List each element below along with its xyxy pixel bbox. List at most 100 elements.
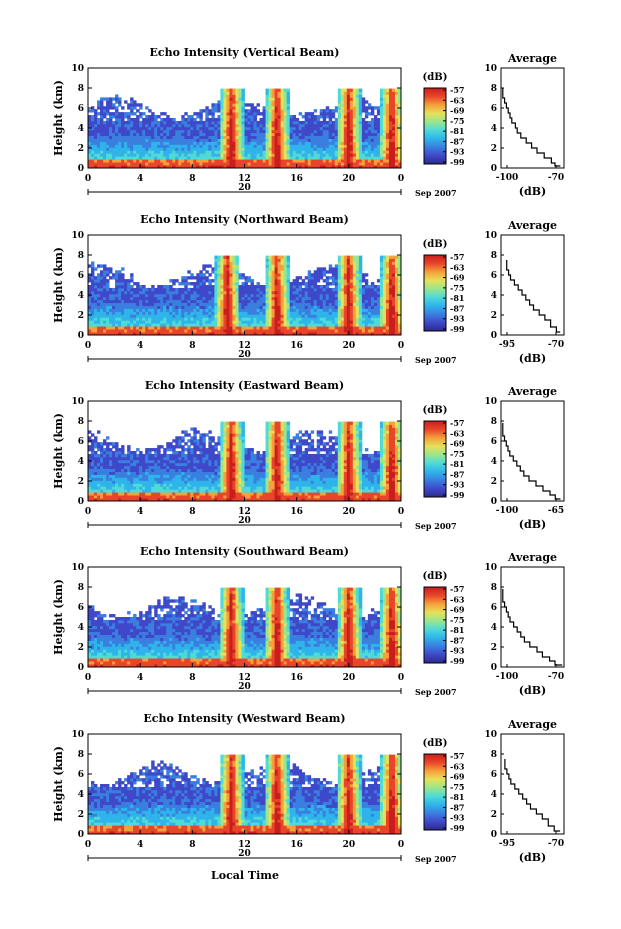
heatmap-cell (88, 296, 92, 301)
heatmap-cell (241, 97, 245, 101)
heatmap-cell (277, 144, 282, 148)
heatmap-cell (97, 106, 101, 110)
heatmap-cell (280, 270, 285, 274)
heatmap-cell (130, 451, 134, 455)
colorbar-tick-label: -93 (450, 314, 465, 324)
heatmap-cell (100, 290, 104, 295)
heatmap-cell (325, 276, 330, 280)
heatmap-cell (349, 326, 354, 330)
heatmap-cell (109, 456, 113, 461)
heatmap-cell (205, 159, 209, 163)
heatmap-cell (367, 311, 372, 315)
heatmap-cell (271, 120, 275, 125)
heatmap-cell (295, 282, 300, 286)
heatmap-cell (394, 109, 399, 113)
heatmap-cell (181, 159, 185, 163)
heatmap-cell (274, 302, 279, 306)
heatmap-cell (133, 317, 137, 321)
heatmap-cell (328, 135, 333, 139)
heatmap-cell (340, 329, 345, 333)
heatmap-cell (340, 144, 345, 148)
heatmap-cell (136, 282, 140, 286)
heatmap-cell (232, 115, 236, 119)
heatmap-cell (103, 273, 107, 277)
heatmap-cell (199, 120, 203, 125)
heatmap-cell (268, 264, 272, 268)
heatmap-cell (295, 129, 300, 134)
heatmap-cell (259, 150, 263, 154)
heatmap-cell (115, 302, 119, 306)
heatmap-cell (160, 144, 164, 148)
y-tick-label: 4 (78, 124, 84, 134)
heatmap-cell (313, 273, 318, 277)
heatmap-cell (295, 311, 300, 315)
heatmap-cell (199, 314, 203, 318)
heatmap-cell (208, 153, 212, 157)
heatmap-cell (391, 159, 396, 163)
heatmap-cell (106, 165, 110, 169)
heatmap-cell (340, 255, 345, 259)
heatmap-cell (124, 314, 128, 318)
heatmap-cell (205, 285, 209, 289)
heatmap-cell (151, 323, 155, 327)
heatmap-cell (184, 329, 188, 333)
heatmap-cell (337, 115, 342, 119)
heatmap-cell (124, 156, 128, 160)
heatmap-cell (337, 141, 342, 145)
heatmap-cell (139, 115, 143, 119)
heatmap-cell (187, 287, 191, 292)
heatmap-cell (217, 314, 221, 318)
heatmap-cell (304, 115, 309, 119)
heatmap-cell (343, 299, 348, 304)
heatmap-cell (295, 118, 300, 122)
heatmap-cell (382, 156, 387, 160)
heatmap-cell (178, 308, 182, 312)
heatmap-cell (166, 159, 170, 163)
heatmap-cell (130, 302, 134, 306)
heatmap-cell (139, 141, 143, 145)
heatmap-cell (376, 132, 381, 137)
heatmap-cell (133, 495, 137, 499)
heatmap-cell (253, 150, 257, 154)
heatmap-cell (280, 311, 285, 315)
heatmap-cell (265, 123, 269, 128)
heatmap-cell (199, 126, 203, 131)
heatmap-cell (103, 453, 107, 458)
heatmap-cell (145, 132, 149, 137)
heatmap-cell (91, 329, 95, 333)
heatmap-cell (370, 329, 375, 333)
heatmap-cell (235, 282, 239, 286)
heatmap-cell (232, 109, 236, 113)
heatmap-cell (334, 332, 339, 336)
heatmap-cell (277, 138, 282, 142)
heatmap-cell (88, 477, 92, 481)
heatmap-cell (274, 118, 279, 122)
heatmap-cell (364, 285, 369, 289)
heatmap-cell (145, 156, 149, 160)
heatmap-cell (244, 282, 248, 286)
heatmap-cell (328, 156, 333, 160)
heatmap-cell (214, 311, 218, 315)
heatmap-cell (199, 153, 203, 157)
heatmap-cell (229, 329, 233, 333)
heatmap-cell (163, 153, 167, 157)
heatmap-cell (202, 150, 206, 154)
heatmap-cell (364, 320, 369, 324)
heatmap-cell (295, 153, 300, 157)
colorbar-unit: (dB) (423, 72, 448, 83)
heatmap-cell (202, 285, 206, 289)
average-x-tick-label: -70 (548, 173, 564, 183)
heatmap-cell (106, 273, 110, 277)
heatmap-cell (97, 165, 101, 169)
heatmap-cell (142, 317, 146, 321)
heatmap-cell (220, 135, 224, 139)
heatmap-cell (346, 296, 351, 301)
heatmap-cell (91, 115, 95, 119)
heatmap-cell (115, 465, 119, 470)
heatmap-cell (253, 314, 257, 318)
heatmap-cell (127, 135, 131, 139)
heatmap-cell (136, 126, 140, 131)
heatmap-cell (349, 153, 354, 157)
heatmap-cell (103, 311, 107, 315)
heatmap-cell (370, 129, 375, 134)
